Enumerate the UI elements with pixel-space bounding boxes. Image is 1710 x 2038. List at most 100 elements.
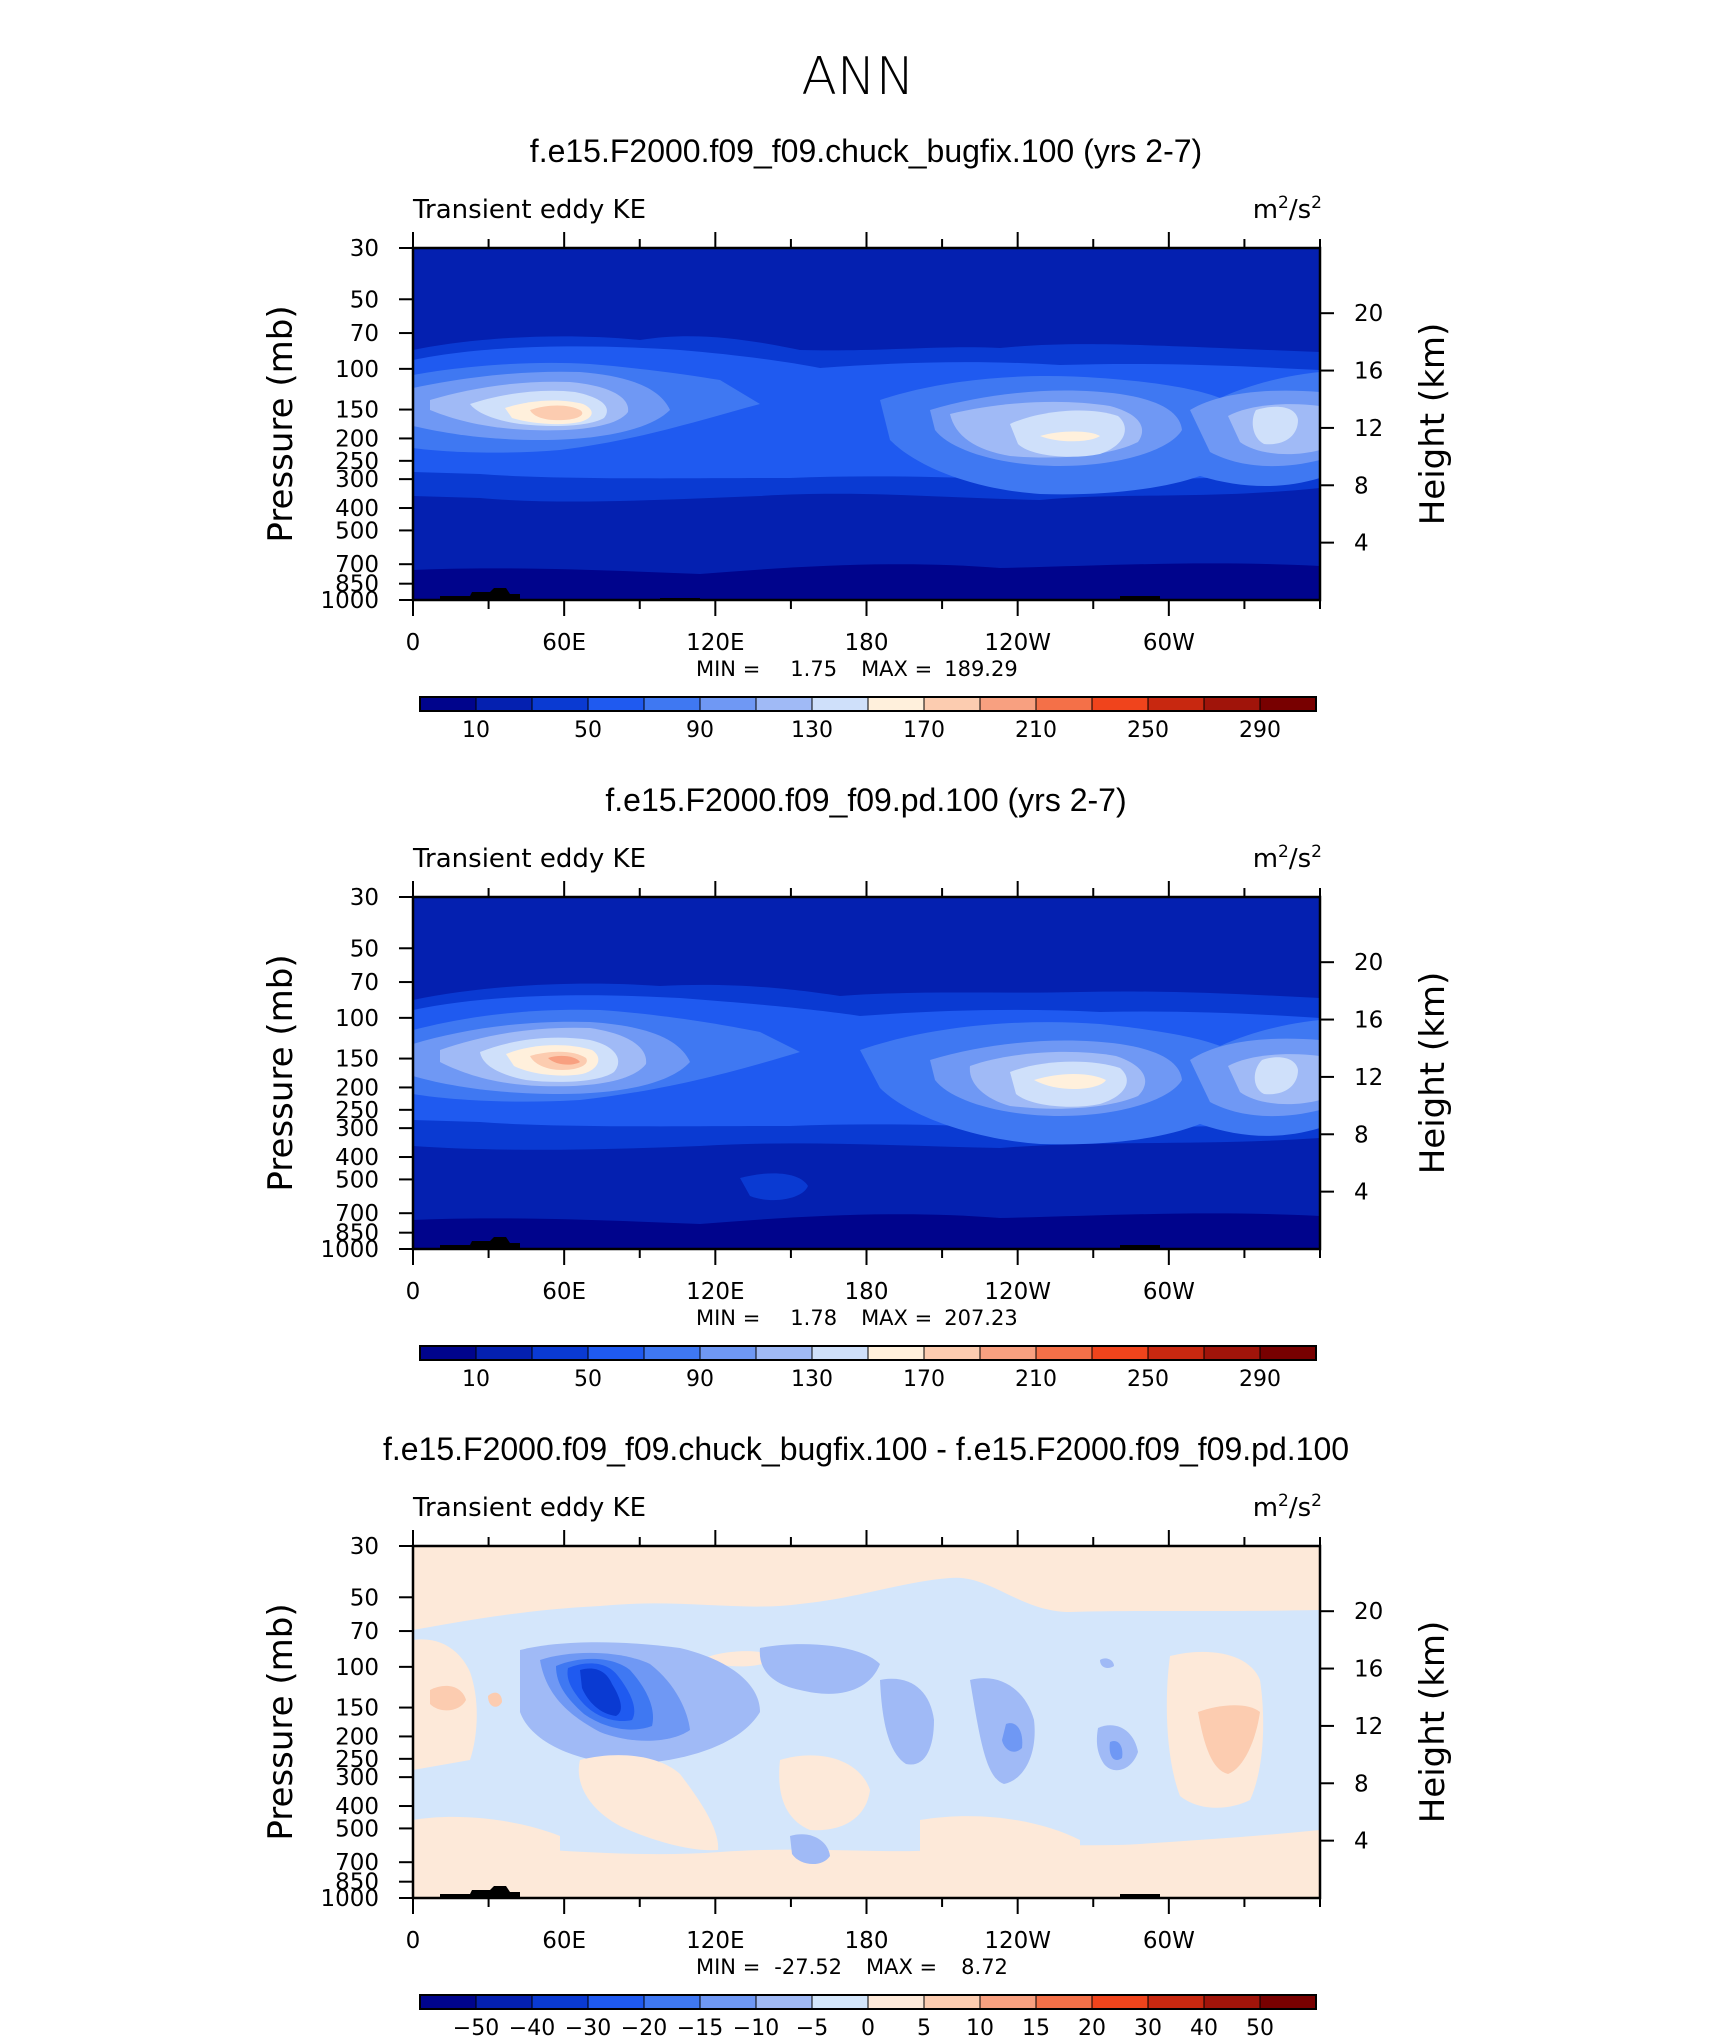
units-exponent-1: 2 (1278, 1491, 1289, 1511)
panel-title: f.e15.F2000.f09_f09.chuck_bugfix.100 - f… (383, 1431, 1349, 1467)
colorbar-label: −15 (677, 2016, 723, 2038)
y-tick-label: 100 (335, 1655, 379, 1681)
y-tick-label: 200 (335, 1075, 379, 1101)
y-tick-label: 50 (350, 1585, 379, 1611)
colorbar-label: 130 (791, 718, 833, 743)
panel-3: f.e15.F2000.f09_f09.chuck_bugfix.100 - f… (261, 1431, 1453, 2038)
y-tick-label: 850 (335, 572, 379, 598)
y-right-tick-label: 16 (1354, 1657, 1383, 1683)
colorbar-swatch (923, 1994, 981, 2010)
colorbar-swatch (923, 696, 981, 712)
units-label: m2/s2 (1253, 193, 1322, 225)
y-tick-label: 1000 (320, 1237, 379, 1263)
colorbar-swatch (587, 1994, 645, 2010)
colorbar-label: 0 (861, 2016, 875, 2038)
colorbar-label: 250 (1127, 718, 1169, 743)
variable-label: Transient eddy KE (412, 844, 646, 874)
colorbar-label: 130 (791, 1367, 833, 1392)
colorbar-label: 50 (574, 718, 602, 743)
units-label: m2/s2 (1253, 842, 1322, 874)
panel-2: f.e15.F2000.f09_f09.pd.100 (yrs 2-7) Tra… (261, 782, 1453, 1392)
colorbar-swatch (867, 696, 925, 712)
field-band (1254, 1057, 1298, 1095)
panel-title: f.e15.F2000.f09_f09.chuck_bugfix.100 (yr… (530, 133, 1202, 169)
y-tick-label: 500 (335, 518, 379, 544)
colorbar-swatch (1259, 1994, 1317, 2010)
x-ticks: 0 60E 120E 180 120W 60W (406, 881, 1321, 1305)
y-ticks-right: 20 16 12 8 4 (1320, 950, 1383, 1206)
min-label: MIN = (696, 1306, 760, 1330)
y-right-tick-label: 16 (1354, 359, 1383, 385)
x-tick-label: 60E (542, 630, 586, 656)
y-right-tick-label: 12 (1354, 1065, 1383, 1091)
colorbar: −50 −40 −30 −20 −15 −10 −5 0 5 10 15 20 30 40 50 (419, 1994, 1317, 2038)
colorbar-label: −40 (509, 2016, 555, 2038)
field-band (790, 1834, 830, 1865)
colorbar-swatch (587, 696, 645, 712)
colorbar-swatch (755, 1994, 813, 2010)
colorbar-swatch (867, 1994, 925, 2010)
field-band (488, 1692, 502, 1707)
field-band (530, 405, 583, 421)
field-band (970, 1678, 1035, 1784)
orography (440, 588, 520, 600)
y-tick-label: 400 (335, 496, 379, 522)
y-tick-label: 100 (335, 1006, 379, 1032)
min-value: -27.52 (774, 1955, 842, 1979)
y-tick-label: 400 (335, 1145, 379, 1171)
x-tick-label: 120W (984, 1928, 1051, 1954)
colorbar-label: 210 (1015, 1367, 1057, 1392)
y-tick-label: 500 (335, 1167, 379, 1193)
y-tick-label: 70 (350, 321, 379, 347)
colorbar-swatch (699, 696, 757, 712)
min-label: MIN = (696, 657, 760, 681)
x-tick-label: 0 (406, 1928, 421, 1954)
colorbar-label: 10 (462, 1367, 490, 1392)
y-tick-label: 150 (335, 1047, 379, 1073)
colorbar: 10 50 90 130 170 210 250 290 (419, 696, 1317, 743)
y-axis-title: Pressure (mb) (261, 1603, 301, 1840)
units-exponent-1: 2 (1278, 193, 1289, 213)
y-axis-title-right: Height (km) (1413, 972, 1453, 1175)
colorbar-swatch (1035, 696, 1093, 712)
field-band (880, 1678, 934, 1765)
field-band (430, 1685, 466, 1711)
x-tick-label: 180 (845, 630, 889, 656)
x-tick-label: 180 (845, 1928, 889, 1954)
colorbar-label: 170 (903, 1367, 945, 1392)
units-separator: /s (1289, 844, 1311, 874)
field-band (1109, 1740, 1123, 1761)
x-tick-label: 0 (406, 1279, 421, 1305)
max-label: MAX = (861, 657, 932, 681)
y-right-tick-label: 20 (1354, 1599, 1383, 1625)
colorbar-swatch (1259, 1345, 1317, 1361)
colorbar-swatch (419, 1345, 477, 1361)
field-band (779, 1755, 870, 1831)
y-tick-label: 700 (335, 1201, 379, 1227)
colorbar-swatch (1203, 1345, 1261, 1361)
colorbar-swatch (979, 1994, 1037, 2010)
field-band (1198, 1705, 1260, 1774)
x-tick-label: 60E (542, 1928, 586, 1954)
colorbar-swatch (755, 696, 813, 712)
y-tick-label: 700 (335, 1850, 379, 1876)
colorbar-swatch (979, 1345, 1037, 1361)
y-ticks-right: 20 16 12 8 4 (1320, 1599, 1383, 1855)
colorbar-label: 10 (462, 718, 490, 743)
colorbar-swatch (1091, 1994, 1149, 2010)
colorbar-swatch (643, 1994, 701, 2010)
y-axis-title-right: Height (km) (1413, 323, 1453, 526)
colorbar-label: 50 (574, 1367, 602, 1392)
y-right-tick-label: 4 (1354, 1180, 1369, 1206)
contour-field (413, 248, 1320, 600)
colorbar-swatch (1203, 1994, 1261, 2010)
colorbar-swatch (531, 696, 589, 712)
colorbar-label: 20 (1078, 2016, 1106, 2038)
y-right-tick-label: 4 (1354, 531, 1369, 557)
min-label: MIN = (696, 1955, 760, 1979)
field-band (413, 1213, 1320, 1249)
y-tick-label: 300 (335, 1765, 379, 1791)
units-separator: /s (1289, 1493, 1311, 1523)
